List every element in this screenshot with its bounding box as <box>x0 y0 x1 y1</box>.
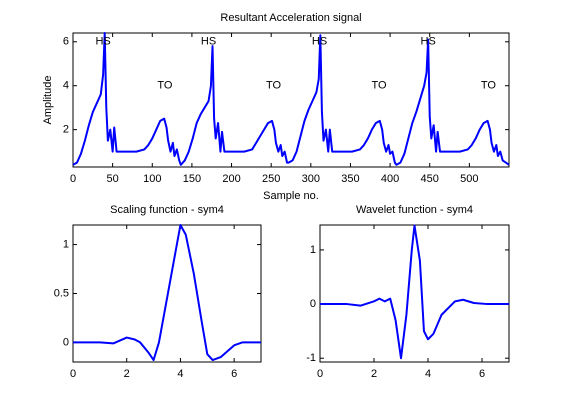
y-tick-label: 0 <box>63 336 69 348</box>
x-tick-label: 500 <box>460 173 478 185</box>
y-tick-label: 0 <box>310 298 316 310</box>
x-tick-label: 450 <box>421 173 439 185</box>
annotation: HS <box>312 36 327 48</box>
chart-title: Wavelet function - sym4 <box>356 204 473 216</box>
x-tick-label: 2 <box>124 368 130 380</box>
x-tick-label: 6 <box>479 368 485 380</box>
axes-box <box>72 32 510 168</box>
x-tick-label: 0 <box>317 368 323 380</box>
x-tick-label: 100 <box>143 173 161 185</box>
x-tick-label: 6 <box>231 368 237 380</box>
x-tick-label: 50 <box>107 173 119 185</box>
y-tick-label: 1 <box>63 238 69 250</box>
x-tick-label: 350 <box>341 173 359 185</box>
x-tick-label: 200 <box>222 173 240 185</box>
y-tick-label: 1 <box>310 244 316 256</box>
chart-title: Scaling function - sym4 <box>110 204 224 216</box>
x-axis-label: Sample no. <box>263 190 319 202</box>
x-tick-label: 4 <box>177 368 183 380</box>
annotation: TO <box>157 80 173 92</box>
x-tick-label: 250 <box>262 173 280 185</box>
annotation: HS <box>95 36 110 48</box>
annotation: HS <box>421 36 436 48</box>
x-tick-label: 4 <box>425 368 431 380</box>
y-tick-label: -1 <box>306 352 316 364</box>
x-tick-label: 0 <box>70 368 76 380</box>
chart-title: Resultant Acceleration signal <box>220 12 361 24</box>
annotation: HS <box>201 36 216 48</box>
annotation: TO <box>481 80 497 92</box>
annotation: TO <box>266 80 282 92</box>
x-tick-label: 300 <box>302 173 320 185</box>
signal-line <box>72 32 510 166</box>
y-tick-label: 4 <box>63 80 69 92</box>
signal-line <box>73 224 261 362</box>
y-tick-label: 2 <box>63 124 69 136</box>
y-axis-label: Amplitude <box>42 76 54 125</box>
signal-line <box>320 224 509 360</box>
axes-box <box>319 224 510 363</box>
annotation: TO <box>371 80 387 92</box>
x-tick-label: 2 <box>371 368 377 380</box>
x-tick-label: 400 <box>381 173 399 185</box>
x-tick-label: 150 <box>183 173 201 185</box>
y-tick-label: 0.5 <box>54 287 69 299</box>
x-tick-label: 0 <box>70 173 76 185</box>
y-tick-label: 6 <box>63 36 69 48</box>
